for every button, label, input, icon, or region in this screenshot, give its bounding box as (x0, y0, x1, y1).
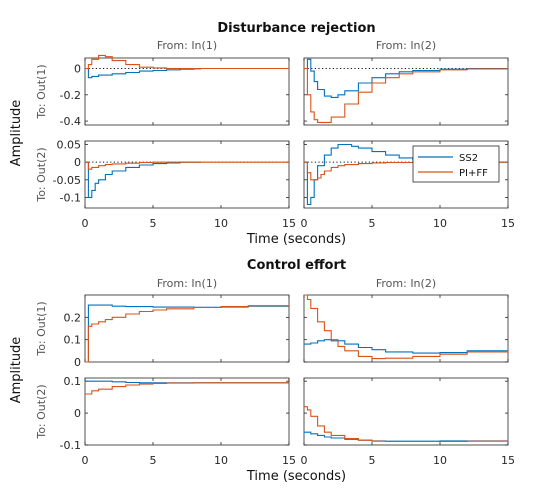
subplot-r1-c2 (303, 294, 509, 363)
column-label-1: From: In(1) (157, 277, 217, 290)
y-tick-label: 0 (74, 407, 81, 420)
legend: SS2 PI+FF (412, 145, 500, 183)
x-tick-label: 5 (369, 454, 376, 467)
series-pi-ff (85, 304, 290, 363)
axes-box (84, 140, 290, 209)
axes-box (303, 377, 509, 446)
subplot-r2-c1: 0 5 10 15 0.05 0 -0.05 -0.1 (53, 139, 296, 230)
x-tick-label: 15 (282, 217, 296, 230)
axes-box (84, 377, 290, 446)
x-tick-label: 0 (301, 217, 308, 230)
series-pi-ff (304, 294, 509, 360)
x-tick-label: 15 (501, 217, 515, 230)
x-tick-label: 15 (501, 454, 515, 467)
legend-label: PI+FF (459, 168, 488, 179)
y-tick-label: 0.1 (64, 375, 82, 388)
row-label-1: To: Out(1) (35, 301, 48, 356)
subplot-r1-c1: 0.2 0.1 0 (64, 294, 290, 369)
series-pi-ff (304, 406, 509, 443)
y-tick-label: 0 (74, 156, 81, 169)
series-ss2 (304, 339, 509, 354)
column-label-2: From: In(2) (376, 277, 436, 290)
x-tick-label: 0 (82, 217, 89, 230)
x-axis-label: Time (seconds) (246, 469, 346, 484)
x-tick-label: 5 (150, 217, 157, 230)
y-tick-label: 0.1 (64, 334, 82, 347)
axes-box (84, 294, 290, 363)
legend-box (412, 145, 500, 183)
y-tick-label: 0.05 (57, 139, 82, 152)
y-tick-label: -0.1 (60, 439, 81, 452)
y-tick-label: 0.2 (64, 311, 82, 324)
series-ss2 (85, 67, 202, 79)
y-tick-label: -0.4 (60, 115, 81, 128)
y-tick-label: 0 (74, 356, 81, 369)
series-ss2 (85, 161, 201, 198)
disturbance-rejection-chart: Disturbance rejection Time (seconds) Ampli… (9, 21, 515, 247)
subplot-r2-c2: 0 5 10 15 (301, 377, 515, 467)
control-effort-chart: Control effort Time (seconds) Amplitude Fro… (9, 258, 515, 484)
y-axis-label: Amplitude (9, 100, 24, 167)
x-tick-label: 15 (282, 454, 296, 467)
subplot-r1-c1: 0 -0.2 -0.4 (60, 54, 290, 128)
x-axis-label: Time (seconds) (246, 232, 346, 247)
series-pi-ff (85, 382, 289, 395)
x-tick-label: 10 (433, 217, 447, 230)
subplot-r1-c2 (303, 57, 509, 126)
y-tick-label: -0.1 (60, 191, 81, 204)
subplot-r2-c1: 0 5 10 150.10-0.1 (60, 375, 296, 467)
legend-label: SS2 (459, 153, 478, 164)
y-tick-label: 0 (74, 63, 81, 76)
chart-title: Control effort (247, 258, 346, 273)
x-tick-label: 10 (214, 217, 228, 230)
series-pi-ff (85, 54, 289, 70)
series-pi-ff (85, 161, 289, 170)
x-tick-label: 10 (433, 454, 447, 467)
y-tick-label: -0.05 (53, 174, 81, 187)
x-tick-label: 5 (150, 454, 157, 467)
chart-title: Disturbance rejection (217, 21, 375, 36)
x-tick-label: 0 (82, 454, 89, 467)
y-tick-label: -0.2 (60, 89, 81, 102)
series-ss2 (304, 58, 508, 98)
row-label-1: To: Out(1) (35, 64, 48, 119)
row-label-2: To: Out(2) (35, 147, 48, 202)
x-tick-label: 5 (369, 217, 376, 230)
series-pi-ff (304, 161, 508, 181)
x-tick-label: 0 (301, 454, 308, 467)
column-label-1: From: In(1) (157, 39, 217, 52)
x-tick-label: 10 (214, 454, 228, 467)
y-axis-label: Amplitude (9, 337, 24, 404)
row-label-2: To: Out(2) (35, 384, 48, 439)
series-pi-ff (304, 67, 509, 123)
column-label-2: From: In(2) (376, 39, 436, 52)
